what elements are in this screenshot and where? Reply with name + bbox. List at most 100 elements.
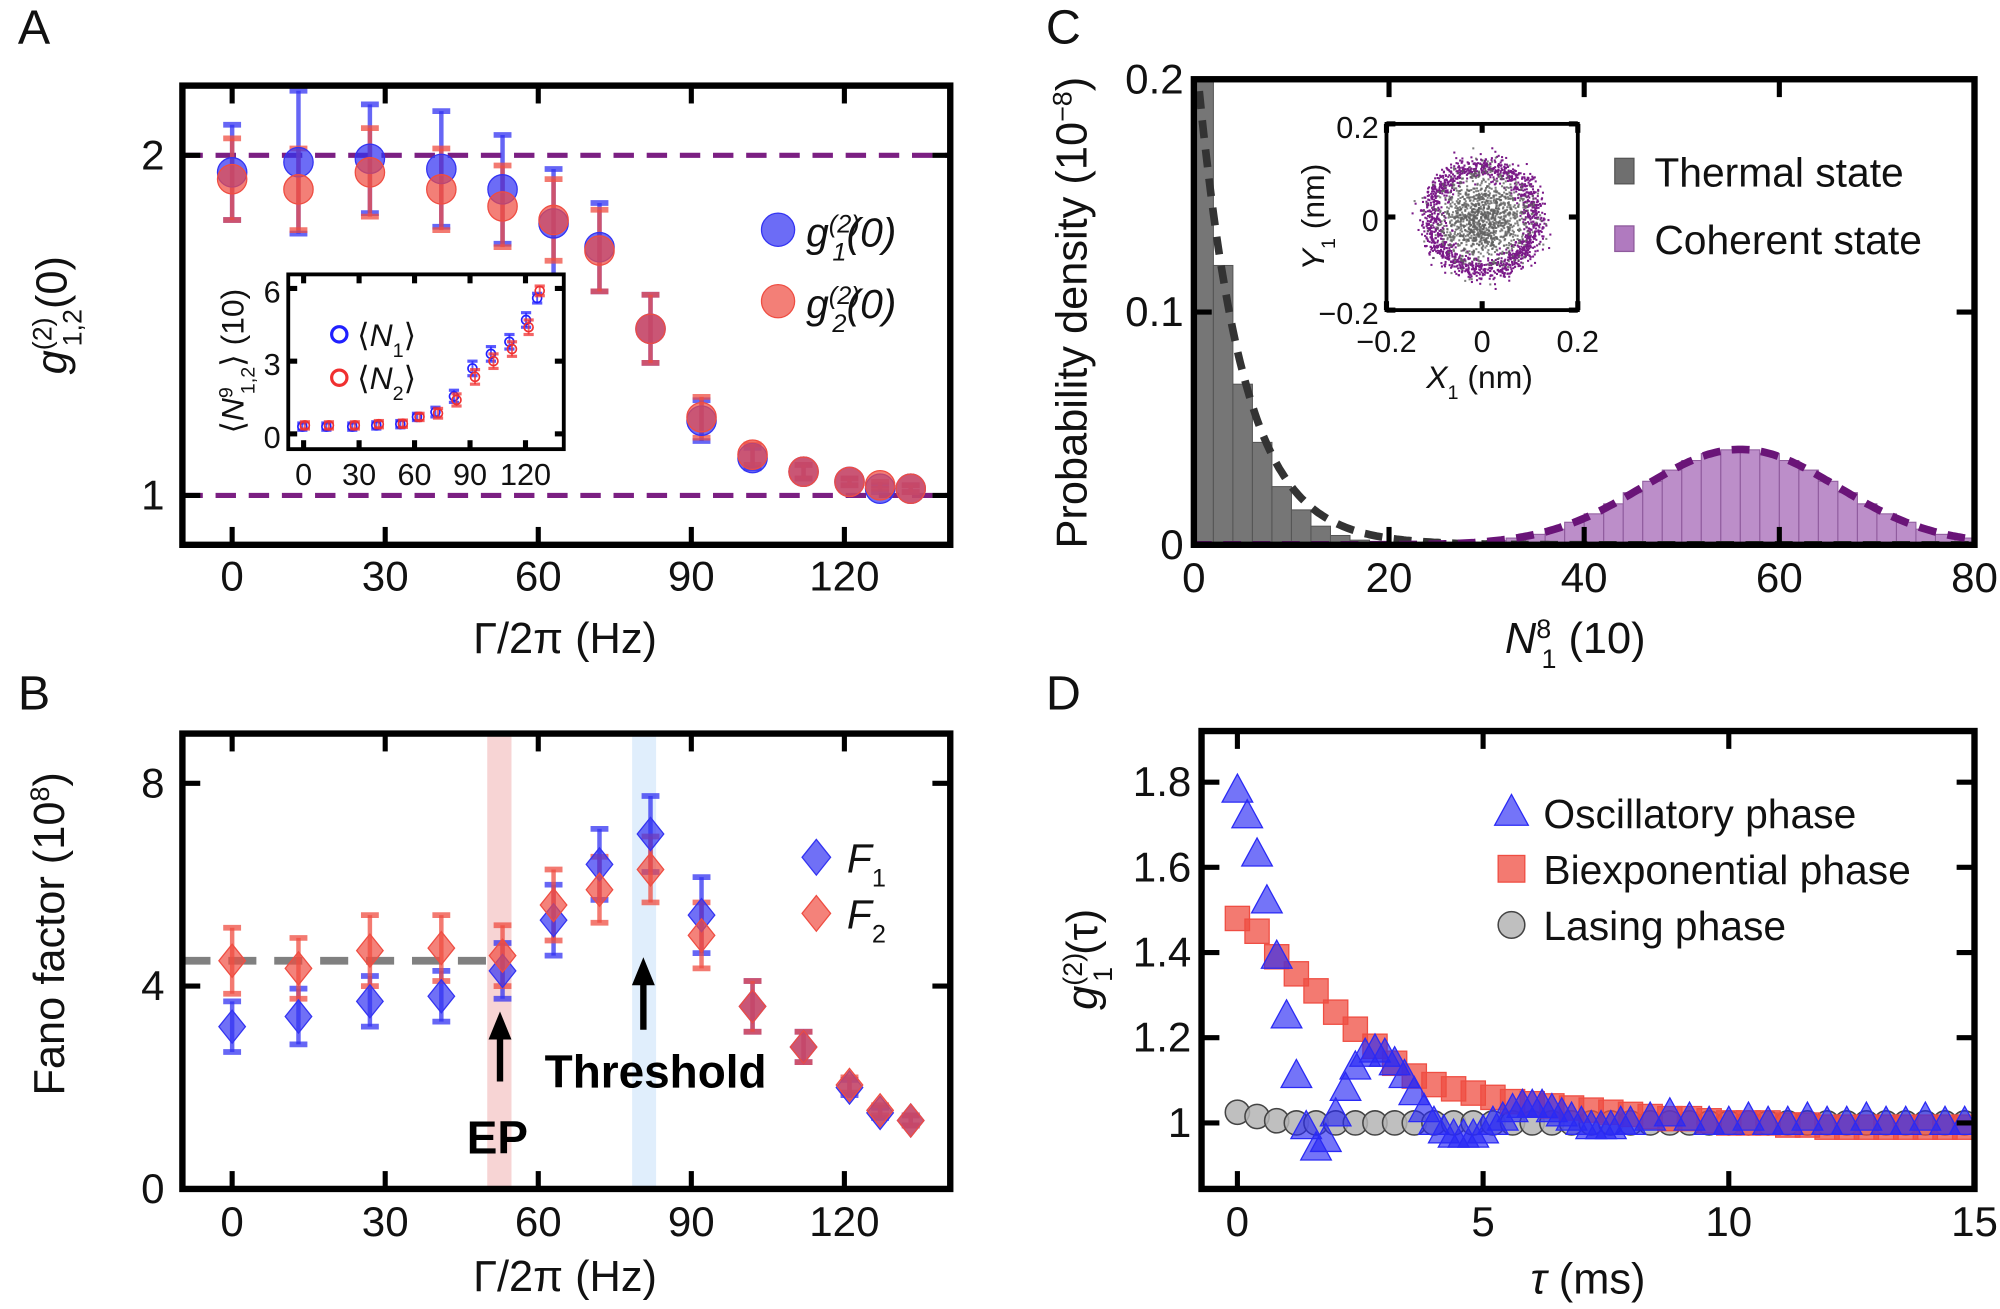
scatter-point-coherent (1466, 268, 1469, 271)
scatter-point-coherent (1521, 249, 1524, 252)
scatter-point-coherent (1509, 266, 1512, 269)
label-rest: (0) (28, 256, 76, 309)
inset-y-axis-label: Y1 (nm) (1295, 164, 1340, 271)
scatter-point-thermal (1468, 166, 1471, 169)
scatter-point-thermal (1458, 200, 1461, 203)
scatter-point-coherent (1488, 261, 1491, 264)
scatter-point-coherent (1439, 228, 1442, 231)
scatter-point-thermal (1498, 263, 1501, 266)
scatter-point-coherent (1429, 231, 1432, 234)
scatter-point-coherent (1516, 244, 1519, 247)
label-sub: 1 (1448, 382, 1459, 404)
scatter-point-coherent (1456, 177, 1459, 180)
scatter-point-thermal (1460, 208, 1463, 211)
scatter-point-coherent (1466, 250, 1469, 253)
scatter-point-coherent (1430, 215, 1433, 218)
scatter-point-coherent (1432, 188, 1435, 191)
data-point-triangle (1230, 798, 1264, 829)
scatter-point-coherent (1435, 218, 1438, 221)
scatter-point-coherent (1430, 247, 1433, 250)
scatter-point-coherent (1457, 165, 1460, 168)
scatter-point-coherent (1522, 189, 1525, 192)
y-tick-label: 0.1 (1125, 288, 1184, 335)
scatter-point-thermal (1477, 170, 1480, 173)
scatter-point-coherent (1547, 219, 1550, 222)
scatter-point-thermal (1451, 223, 1454, 226)
scatter-point-thermal (1484, 246, 1487, 249)
scatter-point-coherent (1453, 151, 1456, 154)
scatter-point-thermal (1477, 192, 1481, 195)
scatter-point-thermal (1467, 234, 1470, 237)
scatter-point-coherent (1433, 248, 1436, 251)
scatter-point-thermal (1455, 189, 1458, 192)
scatter-point-coherent (1450, 189, 1453, 192)
data-point-triangle (1221, 772, 1254, 803)
scatter-point-thermal (1463, 237, 1466, 240)
scatter-point-coherent (1504, 265, 1507, 268)
scatter-point-coherent (1527, 221, 1530, 224)
scatter-point-coherent (1489, 176, 1492, 179)
scatter-point-thermal (1475, 205, 1478, 208)
scatter-point-thermal (1492, 196, 1495, 199)
scatter-point-thermal (1494, 212, 1497, 215)
scatter-point-coherent (1525, 163, 1528, 166)
scatter-point-thermal (1492, 212, 1495, 215)
scatter-point-coherent (1495, 170, 1498, 173)
scatter-point-thermal (1469, 172, 1472, 175)
scatter-point-coherent (1528, 222, 1531, 225)
scatter-point-thermal (1484, 168, 1487, 171)
scatter-point-thermal (1500, 202, 1503, 205)
x-tick-label: 0 (220, 1198, 243, 1245)
scatter-point-coherent (1452, 259, 1455, 262)
scatter-point-thermal (1494, 236, 1497, 239)
scatter-point-thermal (1493, 219, 1496, 222)
scatter-point-coherent (1511, 170, 1514, 173)
scatter-point-thermal (1451, 186, 1454, 189)
scatter-point-thermal (1464, 206, 1467, 209)
scatter-point-thermal (1526, 209, 1529, 212)
scatter-point-thermal (1450, 272, 1453, 275)
inset-background (288, 274, 564, 450)
scatter-point-coherent (1430, 197, 1433, 200)
scatter-point-coherent (1450, 249, 1453, 253)
scatter-point-thermal (1508, 228, 1511, 231)
scatter-point-thermal (1486, 207, 1489, 210)
inset-c-frame (1384, 121, 1580, 313)
scatter-point-coherent (1484, 164, 1487, 167)
scatter-point-thermal (1482, 177, 1485, 180)
scatter-point-thermal (1476, 200, 1479, 203)
x-tick-label: 20 (1366, 554, 1413, 601)
scatter-point-thermal (1521, 199, 1524, 202)
scatter-point-thermal (1461, 213, 1465, 216)
inset-point-n2 (523, 321, 534, 333)
scatter-point-thermal (1492, 216, 1495, 219)
y-tick-label: 0 (1160, 521, 1183, 568)
scatter-point-thermal (1487, 185, 1490, 188)
scatter-point-coherent (1455, 265, 1458, 268)
scatter-point-coherent (1509, 178, 1512, 182)
scatter-point-coherent (1519, 264, 1522, 267)
scatter-point-coherent (1449, 196, 1452, 199)
scatter-point-thermal (1477, 220, 1480, 223)
scatter-point-coherent (1432, 239, 1435, 242)
scatter-point-coherent (1493, 159, 1496, 162)
scatter-point-coherent (1509, 258, 1512, 261)
scatter-point-thermal (1475, 190, 1478, 193)
data-point-f2 (866, 1092, 895, 1128)
histogram-bar (1817, 480, 1839, 545)
scatter-point-thermal (1494, 216, 1497, 219)
histogram-bar (1251, 441, 1273, 545)
scatter-point-coherent (1491, 147, 1494, 150)
scatter-point-thermal (1516, 234, 1519, 237)
scatter-point-thermal (1477, 175, 1480, 179)
scatter-point-thermal (1501, 250, 1504, 253)
scatter-point-thermal (1448, 213, 1451, 216)
scatter-point-thermal (1471, 180, 1474, 183)
scatter-point-thermal (1488, 212, 1491, 215)
scatter-point-thermal (1497, 222, 1500, 225)
scatter-point-coherent (1433, 184, 1436, 187)
scatter-point-coherent (1497, 166, 1500, 169)
scatter-point-thermal (1475, 248, 1478, 251)
scatter-point-coherent (1443, 244, 1446, 247)
scatter-point-thermal (1453, 224, 1456, 227)
